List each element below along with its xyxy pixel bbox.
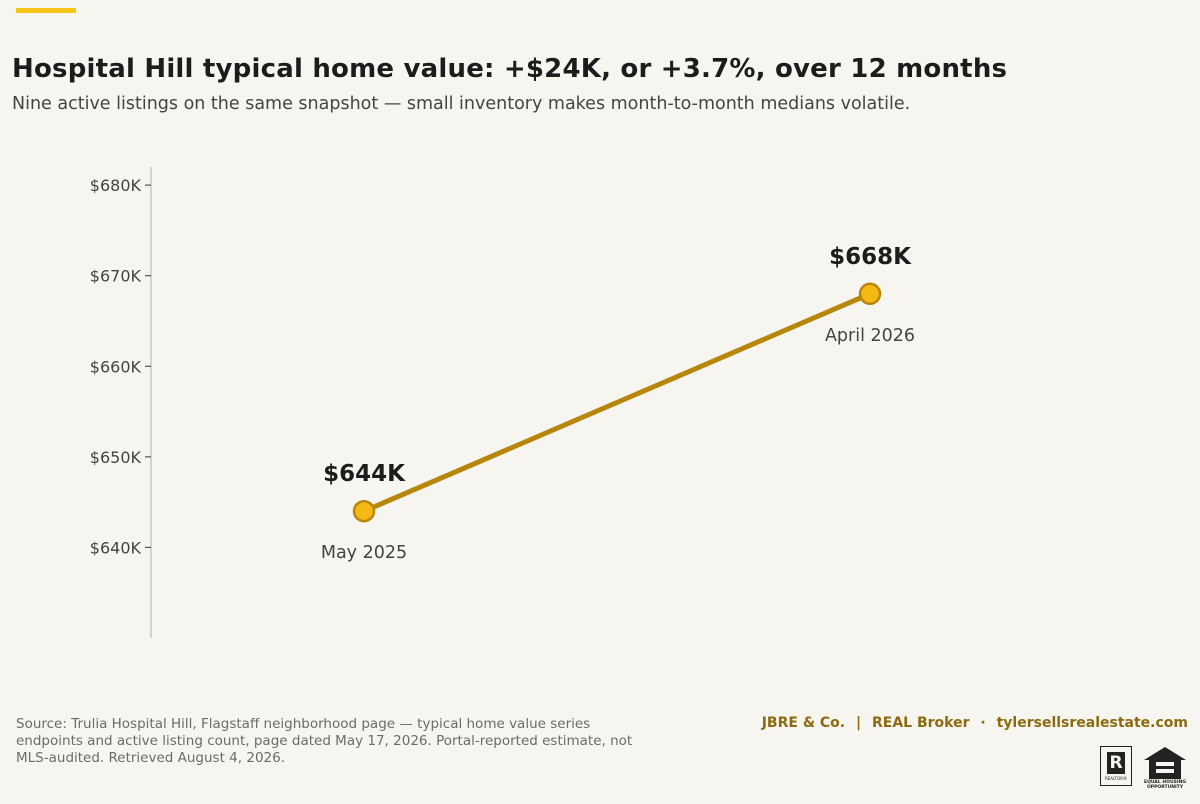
house-icon	[1144, 747, 1186, 779]
y-tick-label: $640K	[90, 538, 142, 557]
equal-housing-icon: EQUAL HOUSING OPPORTUNITY	[1142, 746, 1188, 792]
chart-title: Hospital Hill typical home value: +$24K,…	[12, 54, 1008, 84]
x-category-label: April 2026	[825, 326, 915, 346]
y-tick-label: $670K	[90, 267, 142, 286]
realtor-text: REALTOR®	[1104, 775, 1128, 781]
brand-name: JBRE & Co.	[761, 715, 846, 731]
series-group: $644K May 2025 $668K April 2026	[321, 244, 915, 563]
brand-separator-dot: ·	[980, 715, 986, 731]
chart-subtitle: Nine active listings on the same snapsho…	[12, 94, 911, 114]
y-axis-ticks: $680K $670K $660K $650K $640K	[90, 176, 151, 557]
y-tick-label: $650K	[90, 448, 142, 467]
y-tick-label: $660K	[90, 357, 142, 376]
source-note: Source: Trulia Hospital Hill, Flagstaff …	[16, 716, 633, 766]
brand-website: tylersellsrealestate.com	[996, 715, 1188, 731]
data-point	[858, 282, 882, 306]
series-line	[361, 291, 873, 514]
brand-separator: |	[856, 715, 862, 731]
realtor-letter: R	[1107, 751, 1125, 774]
data-point	[352, 499, 376, 523]
y-tick-label: $680K	[90, 176, 142, 195]
accent-bar	[16, 8, 76, 13]
eho-text-2: OPPORTUNITY	[1146, 785, 1183, 790]
brand-line: JBRE & Co. | REAL Broker · tylersellsrea…	[762, 715, 1188, 731]
data-label: $644K	[323, 461, 406, 487]
eho-text-1: EQUAL HOUSING	[1144, 780, 1186, 785]
realtor-logo-icon: R REALTOR®	[1100, 746, 1132, 786]
brand-broker: REAL Broker	[872, 715, 970, 731]
x-category-label: May 2025	[321, 543, 407, 563]
data-label: $668K	[829, 244, 912, 270]
compliance-logos: R REALTOR® EQUAL HOUSING OPPORTUNITY	[1100, 746, 1188, 792]
